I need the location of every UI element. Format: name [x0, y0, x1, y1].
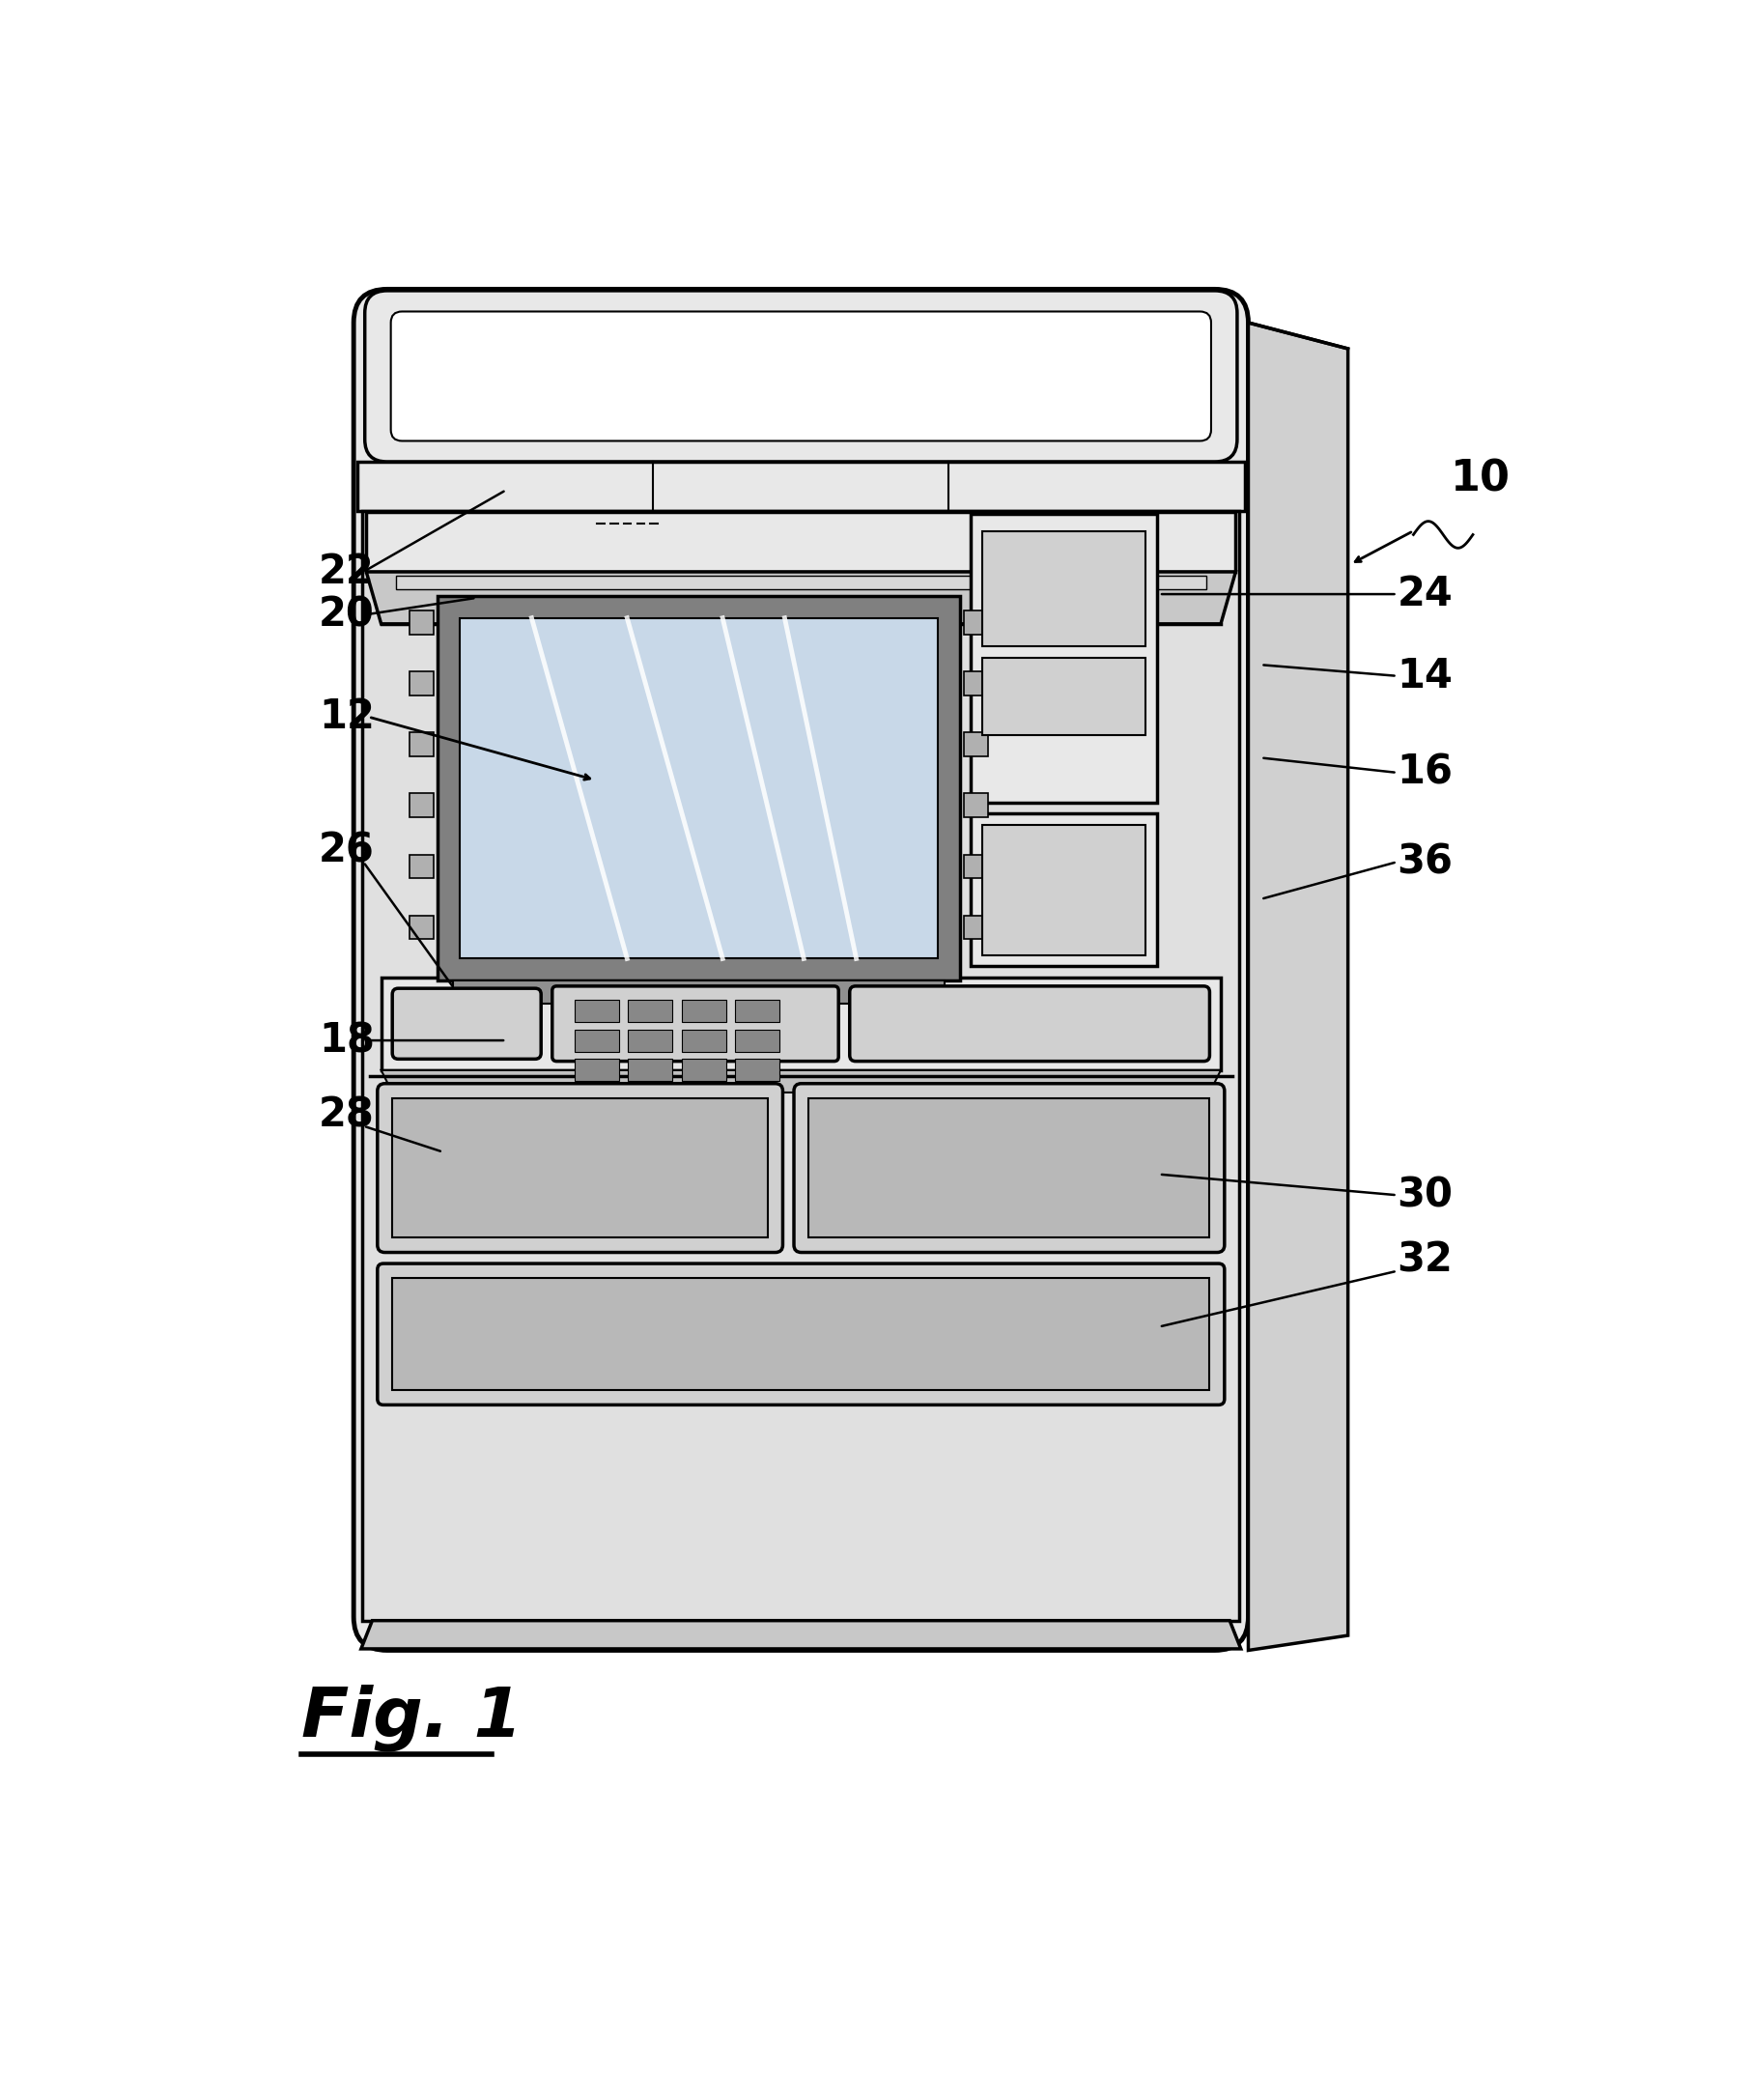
Bar	[575, 1000, 618, 1023]
FancyBboxPatch shape	[354, 290, 1247, 1651]
Polygon shape	[452, 981, 944, 1004]
FancyBboxPatch shape	[364, 290, 1237, 462]
Text: 32: 32	[1396, 1239, 1452, 1281]
Text: 26: 26	[319, 830, 375, 871]
Bar	[964, 733, 988, 756]
Bar	[410, 611, 434, 634]
Bar	[410, 916, 434, 939]
FancyBboxPatch shape	[377, 1084, 783, 1252]
FancyBboxPatch shape	[377, 1264, 1225, 1405]
Bar	[682, 1029, 725, 1052]
Bar	[964, 855, 988, 878]
Bar	[734, 1058, 780, 1081]
Bar	[410, 672, 434, 695]
Text: 16: 16	[1396, 752, 1452, 794]
Polygon shape	[459, 617, 937, 958]
Bar	[410, 794, 434, 817]
Bar	[575, 1058, 618, 1081]
Bar	[682, 1058, 725, 1081]
Bar	[981, 657, 1146, 735]
Text: 28: 28	[319, 1094, 375, 1136]
Text: Fig. 1: Fig. 1	[301, 1684, 522, 1751]
Bar	[410, 733, 434, 756]
Text: 24: 24	[1396, 573, 1452, 615]
Text: 18: 18	[319, 1021, 375, 1060]
FancyBboxPatch shape	[850, 987, 1209, 1060]
Text: 14: 14	[1396, 655, 1452, 697]
Text: 22: 22	[319, 552, 375, 592]
Bar	[682, 1000, 725, 1023]
Bar	[808, 1098, 1209, 1237]
Bar	[627, 1058, 673, 1081]
Bar	[964, 611, 988, 634]
Bar	[357, 462, 1244, 510]
Bar	[734, 1000, 780, 1023]
FancyBboxPatch shape	[552, 987, 837, 1060]
Bar	[363, 510, 1239, 1621]
Text: 12: 12	[319, 697, 375, 737]
FancyBboxPatch shape	[391, 311, 1211, 441]
Bar	[971, 514, 1156, 802]
Text: 20: 20	[319, 594, 375, 636]
Polygon shape	[1247, 323, 1347, 1651]
Bar	[392, 1279, 1209, 1390]
Text: 36: 36	[1396, 842, 1452, 882]
Bar	[392, 1098, 767, 1237]
FancyBboxPatch shape	[392, 989, 541, 1058]
Polygon shape	[366, 571, 1235, 624]
Bar	[627, 1029, 673, 1052]
Text: 10: 10	[1449, 458, 1510, 500]
FancyBboxPatch shape	[794, 1084, 1225, 1252]
Bar	[734, 1029, 780, 1052]
Text: 30: 30	[1396, 1174, 1452, 1216]
Polygon shape	[361, 1621, 1240, 1648]
Bar	[964, 794, 988, 817]
Bar	[964, 916, 988, 939]
Polygon shape	[380, 1071, 1219, 1092]
Bar	[410, 855, 434, 878]
Bar	[380, 976, 1219, 1071]
Bar	[627, 1000, 673, 1023]
Bar	[971, 813, 1156, 966]
Bar	[575, 1029, 618, 1052]
Bar	[396, 575, 1205, 588]
Bar	[366, 512, 1235, 571]
Bar	[964, 672, 988, 695]
Polygon shape	[438, 596, 960, 981]
Bar	[981, 531, 1146, 647]
Bar	[981, 825, 1146, 956]
